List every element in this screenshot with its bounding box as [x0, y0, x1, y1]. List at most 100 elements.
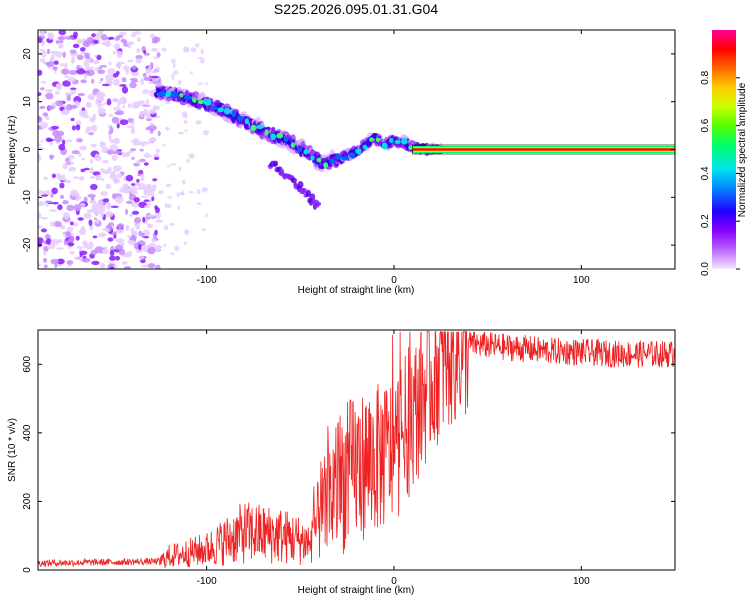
- heatmap-cell: [43, 62, 47, 65]
- heatmap-cell: [98, 200, 104, 204]
- heatmap-cell: [43, 190, 53, 196]
- heatmap-cell: [38, 92, 42, 96]
- heatmap-cell: [143, 162, 149, 166]
- heatmap-cell: [66, 179, 71, 184]
- heatmap-cell: [131, 80, 139, 83]
- heatmap-cell: [355, 148, 362, 154]
- heatmap-cell: [122, 105, 126, 109]
- heatmap-cell: [62, 51, 66, 58]
- x-tick-label: 0: [391, 576, 397, 587]
- heatmap-cell: [108, 61, 112, 66]
- heatmap-cell: [42, 112, 49, 117]
- heatmap-cell: [108, 113, 114, 118]
- heatmap-cell: [91, 78, 95, 84]
- heatmap-cell: [329, 158, 335, 165]
- heatmap-cell: [112, 178, 121, 184]
- heatmap-cell: [114, 255, 120, 261]
- heatmap-cell: [205, 213, 208, 218]
- heatmap-cell: [109, 255, 116, 261]
- heatmap-cell: [129, 213, 133, 217]
- heatmap-cell: [126, 41, 135, 46]
- heatmap-cell: [157, 130, 161, 137]
- heatmap-cell: [72, 222, 79, 227]
- heatmap-cell: [154, 66, 161, 73]
- heatmap-cell: [276, 133, 284, 139]
- heatmap-cell: [138, 243, 142, 251]
- heatmap-cell: [316, 201, 322, 206]
- heatmap-cell: [164, 202, 168, 208]
- snr-x-label: Height of straight line (km): [298, 585, 415, 596]
- heatmap-cell: [161, 144, 166, 147]
- heatmap-cell: [142, 89, 150, 95]
- heatmap-cell: [99, 65, 108, 68]
- heatmap-cell: [88, 132, 94, 136]
- heatmap-cell: [137, 37, 141, 42]
- heatmap-cell: [92, 113, 97, 121]
- heatmap-cell: [51, 125, 59, 130]
- heatmap-cell: [89, 176, 95, 179]
- heatmap-cell: [203, 130, 209, 136]
- heatmap-cell: [188, 153, 195, 159]
- heatmap-cell: [51, 173, 57, 179]
- colorbar-tick-label: 0.6: [700, 118, 711, 132]
- heatmap-cell: [290, 142, 295, 148]
- heatmap-cell: [127, 103, 132, 108]
- heatmap-cell: [135, 58, 142, 64]
- heatmap-cell: [184, 129, 188, 132]
- heatmap-cell: [144, 154, 153, 158]
- heatmap-cell: [56, 247, 64, 250]
- heatmap-cell: [129, 81, 137, 89]
- heatmap-cell: [163, 243, 167, 248]
- heatmap-cell: [256, 124, 264, 129]
- heatmap-cell: [128, 186, 138, 193]
- heatmap-cell: [82, 114, 90, 119]
- heatmap-cell: [110, 205, 119, 208]
- heatmap-cell: [149, 33, 155, 38]
- heatmap-cell: [94, 217, 97, 220]
- heatmap-cell: [121, 151, 126, 158]
- heatmap-cell: [155, 219, 164, 224]
- heatmap-cell: [154, 156, 160, 161]
- heatmap-cell: [109, 144, 119, 152]
- heatmap-cell: [176, 192, 180, 198]
- heatmap-cell: [90, 143, 97, 148]
- heatmap-cell: [76, 246, 84, 249]
- heatmap-cell: [47, 105, 55, 110]
- heatmap-cell: [186, 158, 190, 163]
- heatmap-cell: [53, 221, 62, 228]
- heatmap-cell: [166, 204, 172, 209]
- heatmap-cell: [112, 79, 120, 86]
- heatmap-cell: [132, 141, 141, 146]
- heatmap-cell: [139, 110, 144, 118]
- heatmap-cell: [66, 94, 71, 102]
- heatmap-cell: [126, 251, 133, 257]
- heatmap-cell: [85, 66, 94, 70]
- heatmap-cell: [150, 75, 159, 79]
- heatmap-cell: [157, 91, 166, 97]
- heatmap-cell: [131, 120, 135, 126]
- heatmap-cell: [38, 237, 44, 244]
- heatmap-cell: [116, 50, 123, 58]
- heatmap-cell: [151, 184, 157, 188]
- heatmap-cell: [100, 78, 104, 81]
- heatmap-cell: [63, 212, 70, 220]
- heatmap-cell: [66, 260, 74, 265]
- heatmap-cell: [75, 197, 80, 201]
- heatmap-cell: [155, 264, 161, 269]
- heatmap-cell: [126, 125, 135, 129]
- heatmap-cell: [105, 74, 114, 82]
- snr-x-ticks: -100 0 100: [197, 330, 590, 587]
- heatmap-cell: [78, 152, 82, 157]
- heatmap-cell: [161, 47, 167, 52]
- heatmap-cell: [40, 139, 44, 143]
- heatmap-cell: [147, 223, 154, 229]
- heatmap-cell: [93, 59, 100, 65]
- heatmap-cell: [79, 250, 88, 256]
- heatmap-cell: [38, 37, 43, 43]
- heatmap-cell: [109, 173, 118, 180]
- heatmap-cell: [179, 93, 184, 98]
- heatmap-cell: [51, 187, 58, 195]
- heatmap-cell: [136, 178, 140, 183]
- heatmap-cell: [79, 145, 88, 151]
- heatmap-cell: [101, 34, 108, 41]
